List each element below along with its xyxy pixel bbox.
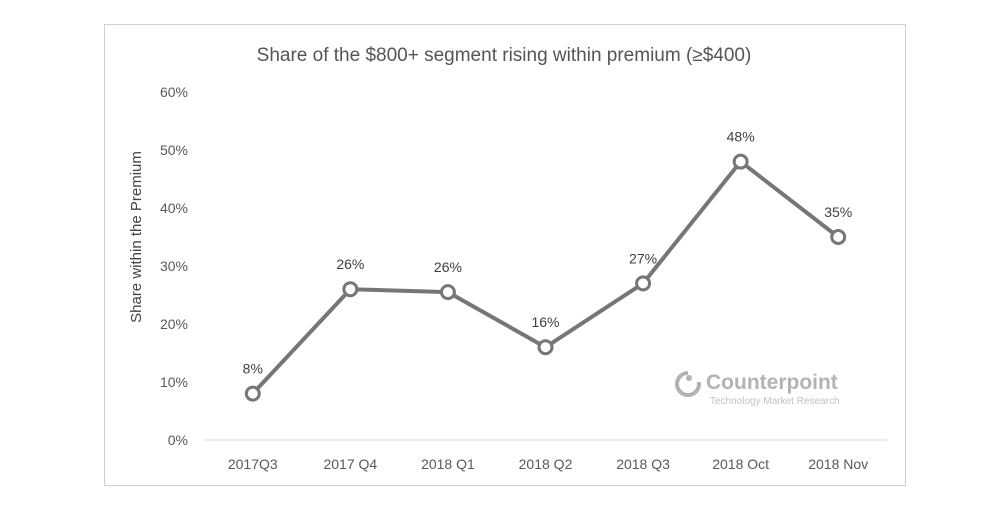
x-tick-label: 2018 Oct — [712, 456, 769, 472]
data-point — [244, 385, 261, 402]
counterpoint-watermark: Counterpoint Technology Market Research — [675, 371, 840, 407]
x-tick-label: 2017 Q4 — [323, 456, 377, 472]
data-point — [537, 339, 554, 356]
y-tick-label: 0% — [168, 432, 188, 448]
data-label: 26% — [336, 256, 364, 272]
data-label: 48% — [727, 129, 755, 145]
counterpoint-logo-icon — [675, 371, 701, 397]
series-line — [250, 159, 841, 396]
data-label: 16% — [531, 314, 559, 330]
data-label: 26% — [434, 259, 462, 275]
x-axis-ticks: 2017Q3 2017 Q4 2018 Q1 2018 Q2 2018 Q3 2018 O… — [228, 456, 868, 472]
data-point — [439, 284, 456, 301]
data-label: 27% — [629, 250, 657, 266]
watermark-name: Counterpoint — [706, 371, 838, 394]
y-axis-label: Share within the Premium — [128, 151, 145, 323]
chart-title: Share of the $800+ segment rising within… — [257, 45, 752, 66]
x-tick-label: 2017Q3 — [228, 456, 278, 472]
y-tick-label: 20% — [160, 316, 188, 332]
y-tick-label: 50% — [160, 142, 188, 158]
data-point — [732, 153, 749, 170]
x-tick-label: 2018 Q2 — [519, 456, 573, 472]
x-tick-label: 2018 Q1 — [421, 456, 475, 472]
x-tick-label: 2018 Q3 — [616, 456, 670, 472]
series-group — [244, 153, 847, 402]
y-tick-label: 10% — [160, 374, 188, 390]
chart-frame — [104, 24, 906, 486]
y-axis-ticks: 0% 10% 20% 30% 40% 50% 60% — [160, 84, 188, 448]
y-tick-label: 40% — [160, 200, 188, 216]
x-tick-label: 2018 Nov — [808, 456, 868, 472]
data-labels: 8% 26% 26% 16% 27% 48% 35% — [243, 129, 853, 377]
y-tick-label: 60% — [160, 84, 188, 100]
y-tick-label: 30% — [160, 258, 188, 274]
data-point — [635, 275, 652, 292]
data-point — [830, 229, 847, 245]
watermark-tagline: Technology Market Research — [710, 396, 840, 407]
data-label: 35% — [824, 204, 852, 220]
data-point — [342, 281, 359, 298]
data-label: 8% — [243, 361, 263, 377]
